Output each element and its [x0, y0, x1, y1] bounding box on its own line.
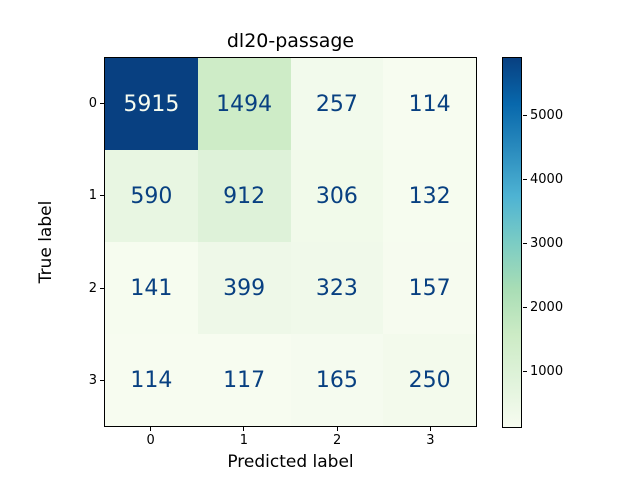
chart-title: dl20-passage	[226, 30, 355, 52]
heatmap-cell-r2c3: 157	[383, 242, 476, 334]
x-tick-mark	[243, 427, 245, 431]
colorbar-tick-mark	[523, 306, 527, 308]
heatmap-cell-r2c0: 141	[105, 242, 198, 334]
colorbar-gradient	[503, 58, 521, 427]
heatmap-cell-r0c1: 1494	[197, 58, 291, 150]
x-tick-label: 3	[426, 433, 435, 448]
y-tick-mark	[100, 287, 104, 289]
colorbar	[502, 57, 522, 428]
y-tick-mark	[100, 102, 104, 104]
y-tick-mark	[100, 380, 104, 382]
y-tick-label: 2	[88, 280, 97, 296]
heatmap-cell-r2c2: 323	[290, 242, 384, 334]
heatmap-cell-r0c2: 257	[290, 58, 384, 150]
colorbar-tick-mark	[523, 370, 527, 372]
heatmap-cell-r1c0: 590	[105, 150, 198, 242]
heatmap-cell-r3c3: 250	[383, 334, 476, 426]
x-tick-label: 0	[146, 433, 155, 448]
x-tick-mark	[336, 427, 338, 431]
x-tick-mark	[429, 427, 431, 431]
y-tick-label: 0	[88, 95, 97, 111]
heatmap-cell-r3c1: 117	[197, 334, 291, 426]
x-tick-mark	[150, 427, 152, 431]
colorbar-tick-label: 3000	[530, 235, 564, 251]
heatmap-cell-r2c1: 399	[197, 242, 291, 334]
heatmap-cell-r3c2: 165	[290, 334, 384, 426]
y-tick-mark	[100, 195, 104, 197]
y-axis-label: True label	[36, 200, 56, 284]
y-tick-label: 1	[88, 188, 97, 204]
heatmap-cell-r1c2: 306	[290, 150, 384, 242]
heatmap-cell-r0c0: 5915	[105, 58, 198, 150]
x-axis-label: Predicted label	[227, 452, 354, 472]
x-tick-label: 1	[239, 433, 249, 448]
heatmap-cell-r3c0: 114	[105, 334, 198, 426]
colorbar-tick-label: 4000	[530, 171, 564, 187]
heatmap-axes: 5915 1494 257 114 590 912 306 132 141 399 323 157 11…	[104, 57, 477, 427]
colorbar-tick-mark	[523, 178, 527, 180]
heatmap-cell-r0c3: 114	[383, 58, 476, 150]
colorbar-tick-label: 2000	[530, 299, 564, 315]
x-tick-label: 2	[332, 433, 342, 448]
colorbar-tick-label: 1000	[530, 363, 564, 379]
heatmap-cell-r1c1: 912	[197, 150, 291, 242]
y-tick-label: 3	[88, 373, 97, 389]
heatmap-cell-r1c3: 132	[383, 150, 476, 242]
colorbar-tick-mark	[523, 115, 527, 117]
colorbar-tick-label: 5000	[530, 108, 564, 124]
colorbar-tick-mark	[523, 242, 527, 244]
